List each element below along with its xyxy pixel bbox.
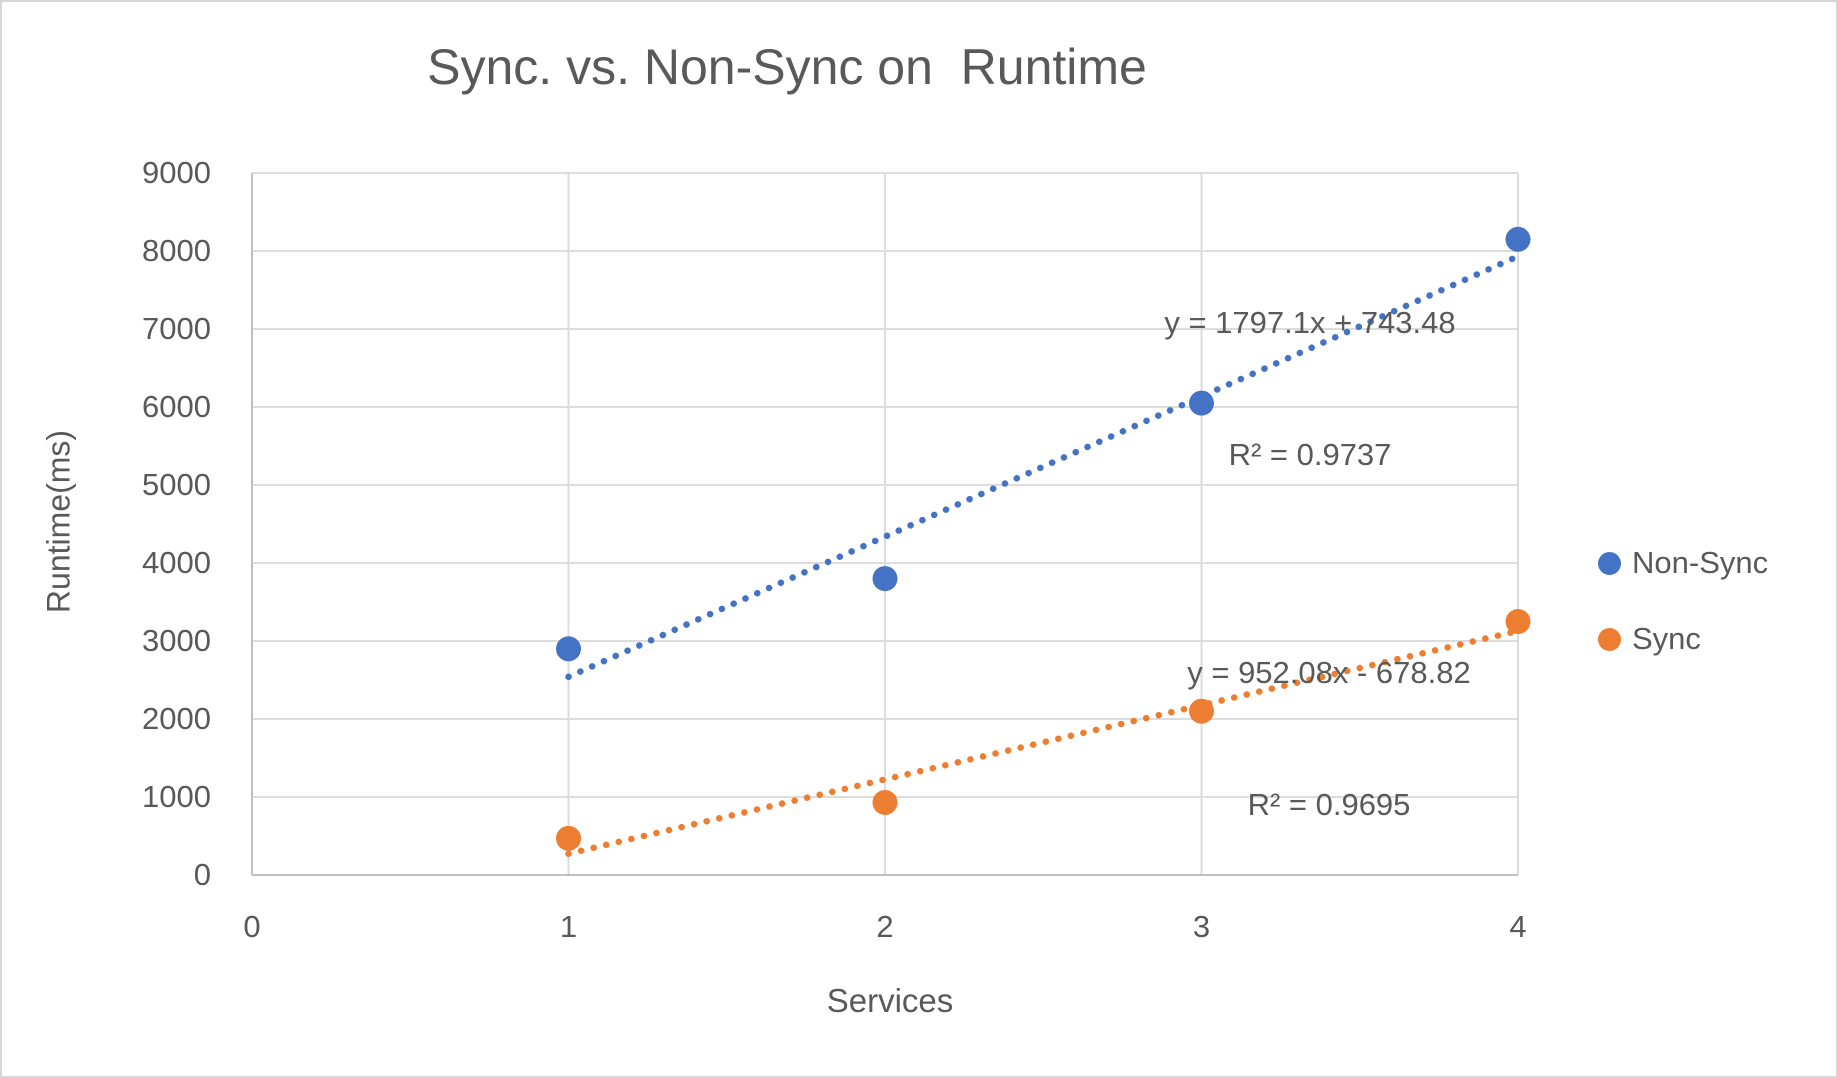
data-point-non-sync: [556, 636, 581, 662]
y-tick-label: 4000: [142, 545, 211, 580]
trendline-equation-non-sync: y = 1797.1x + 743.48 R² = 0.9737: [1080, 213, 1540, 565]
legend-item-non-sync: Non-Sync: [1598, 538, 1768, 588]
equation-text: y = 952.08x - 678.82: [1187, 655, 1471, 690]
trendline-equation-sync: y = 952.08x - 678.82 R² = 0.9695: [1099, 563, 1559, 915]
legend-item-sync: Sync: [1598, 614, 1768, 664]
x-axis-title: Services: [826, 982, 954, 1019]
data-point-non-sync: [1189, 390, 1214, 416]
trendline-sync: [565, 627, 1522, 857]
y-tick-label: 6000: [142, 389, 211, 424]
y-tick-label: 9000: [142, 155, 211, 190]
data-point-sync: [1505, 609, 1531, 634]
data-point-sync: [1189, 698, 1214, 724]
y-tick-label: 0: [193, 857, 211, 892]
y-tick-label: 3000: [142, 623, 211, 658]
data-point-sync: [556, 825, 581, 851]
x-tick-label: 1: [559, 909, 578, 944]
x-tick-label: 0: [243, 909, 261, 944]
x-tick-label: 3: [1192, 909, 1211, 944]
chart-title: Sync. vs. Non-Sync on Runtime: [427, 39, 1147, 95]
data-point-non-sync: [872, 566, 898, 592]
y-tick-label: 7000: [142, 311, 211, 346]
legend-label: Non-Sync: [1632, 545, 1769, 580]
y-tick-label: 1000: [142, 779, 211, 814]
legend-marker-icon: [1598, 551, 1621, 575]
y-tick-label: 2000: [142, 701, 211, 736]
x-tick-label: 4: [1509, 909, 1527, 944]
equation-text: y = 1797.1x + 743.48: [1164, 305, 1456, 340]
data-point-sync: [872, 789, 898, 815]
legend: Non-Sync Sync: [1598, 538, 1768, 690]
x-tick-label: 2: [876, 909, 894, 944]
y-tick-label: 5000: [142, 467, 211, 502]
y-tick-label: 8000: [142, 233, 211, 268]
trendline-non-sync: [565, 253, 1522, 681]
r-squared-text: R² = 0.9737: [1228, 437, 1392, 472]
r-squared-text: R² = 0.9695: [1247, 787, 1411, 822]
legend-marker-icon: [1598, 627, 1621, 651]
legend-label: Sync: [1632, 621, 1701, 656]
data-point-non-sync: [1505, 226, 1531, 252]
